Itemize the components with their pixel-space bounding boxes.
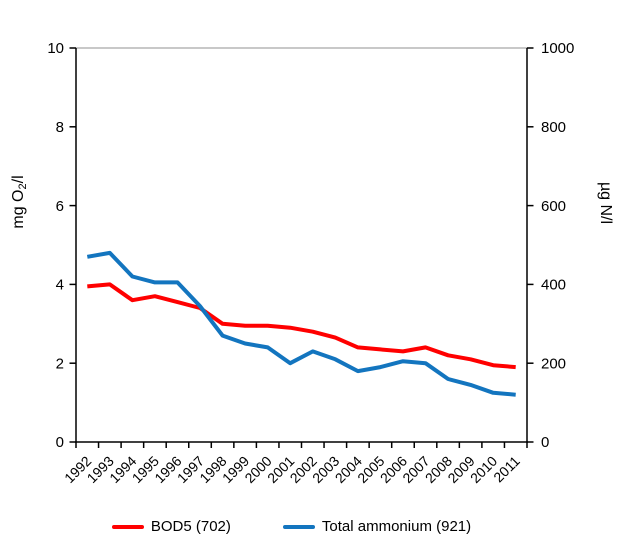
series-line-bod5 xyxy=(87,282,516,370)
right-axis-tick-label: 600 xyxy=(541,198,566,215)
right-axis-tick-label: 1000 xyxy=(541,40,574,57)
line-chart: 0246810020040060080010001992199319941995… xyxy=(10,40,614,486)
right-axis-tick-label: 800 xyxy=(541,119,566,136)
legend-item-bod5: BOD5 (702) xyxy=(111,518,231,535)
series-line-total-ammonium xyxy=(86,250,516,397)
left-axis-title-post: /l xyxy=(10,175,27,183)
legend-label-total-ammonium: Total ammonium (921) xyxy=(321,518,472,535)
legend-blue-line-swatch xyxy=(282,524,315,529)
left-axis-tick-label: 2 xyxy=(56,355,64,372)
left-axis-tick-label: 6 xyxy=(56,198,64,215)
right-axis-tick-label: 200 xyxy=(541,355,566,372)
right-axis-title: µg N/l xyxy=(597,182,614,224)
left-axis-title-pre: mg O xyxy=(10,190,27,229)
legend: BOD5 (702) Total ammonium (921) xyxy=(0,518,605,535)
left-axis-tick-label: 0 xyxy=(56,434,64,451)
left-axis-tick-label: 4 xyxy=(56,277,64,294)
legend-label-bod5: BOD5 (702) xyxy=(150,518,231,535)
right-axis-tick-label: 0 xyxy=(541,434,549,451)
right-axis-tick-label: 400 xyxy=(541,277,566,294)
x-axis-year-label: 2011 xyxy=(490,453,523,486)
left-axis-tick-label: 8 xyxy=(56,119,64,136)
left-axis-title: mg O2/l xyxy=(10,175,29,228)
left-axis-tick-label: 10 xyxy=(47,40,64,57)
left-axis-title-sub: 2 xyxy=(17,183,29,189)
legend-item-total-ammonium: Total ammonium (921) xyxy=(282,518,472,535)
legend-red-line-swatch xyxy=(111,524,144,529)
